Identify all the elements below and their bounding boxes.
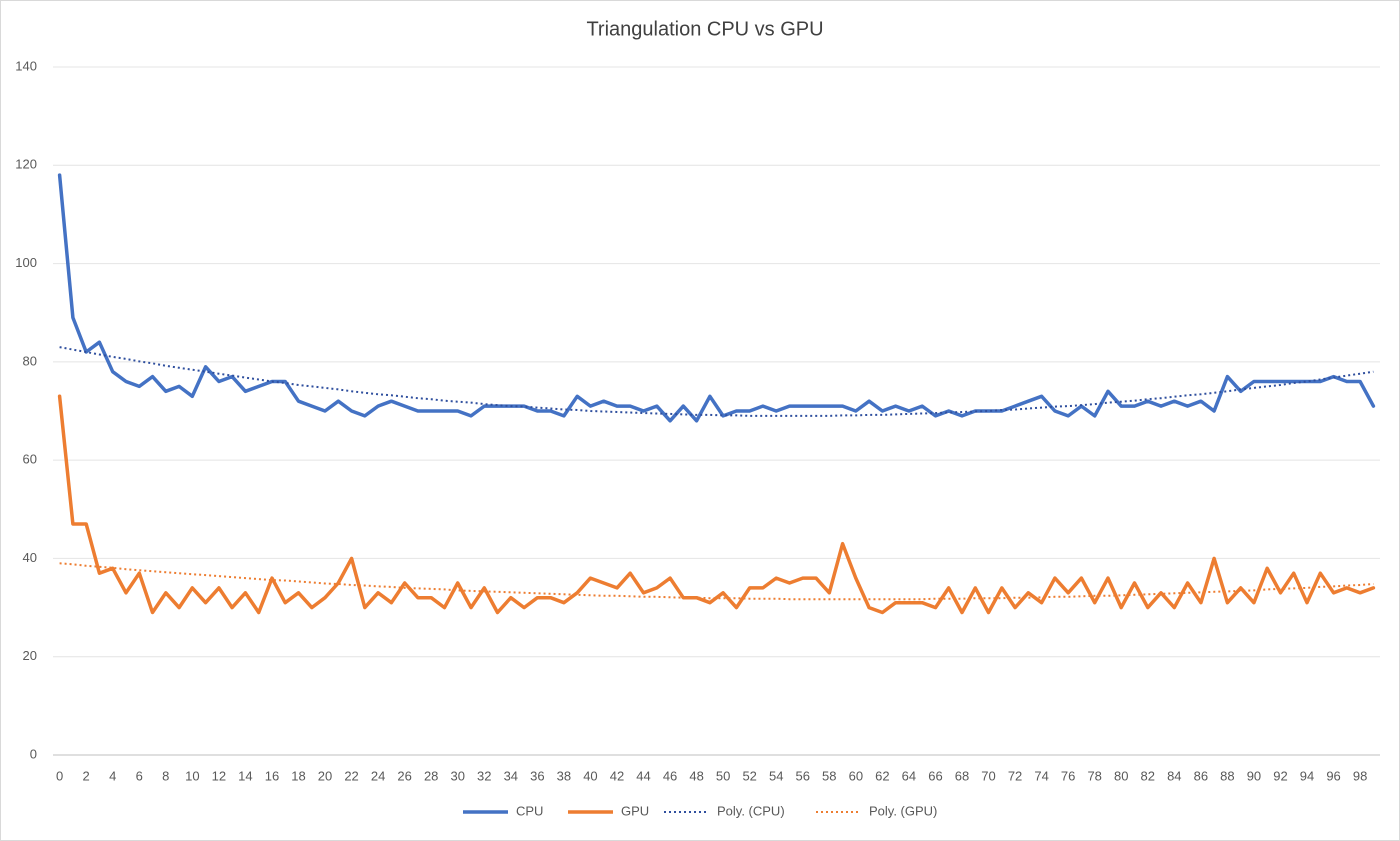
y-tick-label: 140	[15, 58, 37, 73]
x-tick-label: 98	[1353, 768, 1367, 783]
x-tick-label: 92	[1273, 768, 1287, 783]
x-tick-label: 14	[238, 768, 252, 783]
x-tick-label: 96	[1326, 768, 1340, 783]
x-tick-label: 26	[397, 768, 411, 783]
x-tick-label: 90	[1247, 768, 1261, 783]
x-tick-label: 46	[663, 768, 677, 783]
x-tick-label: 12	[212, 768, 226, 783]
x-tick-label: 48	[689, 768, 703, 783]
x-tick-label: 24	[371, 768, 385, 783]
x-tick-label: 2	[83, 768, 90, 783]
legend-label: GPU	[621, 803, 649, 818]
x-tick-label: 94	[1300, 768, 1314, 783]
x-tick-label: 32	[477, 768, 491, 783]
x-tick-label: 44	[636, 768, 650, 783]
x-tick-label: 64	[902, 768, 916, 783]
x-tick-label: 22	[344, 768, 358, 783]
x-tick-label: 82	[1141, 768, 1155, 783]
x-tick-label: 4	[109, 768, 116, 783]
x-tick-label: 60	[849, 768, 863, 783]
x-tick-label: 40	[583, 768, 597, 783]
x-tick-label: 10	[185, 768, 199, 783]
chart-title: Triangulation CPU vs GPU	[586, 18, 823, 40]
x-tick-label: 66	[928, 768, 942, 783]
series-line	[57, 394, 1376, 615]
y-tick-label: 20	[23, 648, 37, 663]
trend-line	[59, 562, 1374, 601]
y-tick-label: 120	[15, 157, 37, 172]
y-tick-label: 80	[23, 353, 37, 368]
x-tick-label: 18	[291, 768, 305, 783]
x-tick-label: 42	[610, 768, 624, 783]
x-tick-label: 28	[424, 768, 438, 783]
legend-label: Poly. (CPU)	[717, 803, 785, 818]
x-tick-label: 20	[318, 768, 332, 783]
x-tick-label: 86	[1194, 768, 1208, 783]
x-tick-label: 74	[1034, 768, 1048, 783]
x-tick-label: 78	[1087, 768, 1101, 783]
x-tick-label: 58	[822, 768, 836, 783]
y-tick-label: 0	[30, 746, 37, 761]
x-tick-label: 84	[1167, 768, 1181, 783]
x-tick-label: 34	[504, 768, 518, 783]
x-tick-label: 50	[716, 768, 730, 783]
x-tick-label: 72	[1008, 768, 1022, 783]
x-tick-label: 56	[796, 768, 810, 783]
x-tick-label: 52	[742, 768, 756, 783]
x-tick-label: 16	[265, 768, 279, 783]
x-tick-label: 54	[769, 768, 783, 783]
x-tick-label: 70	[981, 768, 995, 783]
x-tick-label: 36	[530, 768, 544, 783]
x-tick-label: 6	[136, 768, 143, 783]
trend-line	[59, 346, 1374, 417]
x-tick-label: 80	[1114, 768, 1128, 783]
x-tick-label: 38	[557, 768, 571, 783]
legend-label: Poly. (GPU)	[869, 803, 937, 818]
x-tick-label: 88	[1220, 768, 1234, 783]
x-tick-label: 30	[451, 768, 465, 783]
legend-label: CPU	[516, 803, 543, 818]
x-tick-label: 8	[162, 768, 169, 783]
y-tick-label: 100	[15, 255, 37, 270]
y-tick-label: 40	[23, 550, 37, 565]
x-tick-label: 76	[1061, 768, 1075, 783]
x-tick-label: 62	[875, 768, 889, 783]
x-tick-label: 0	[56, 768, 63, 783]
y-tick-label: 60	[23, 452, 37, 467]
x-tick-label: 68	[955, 768, 969, 783]
